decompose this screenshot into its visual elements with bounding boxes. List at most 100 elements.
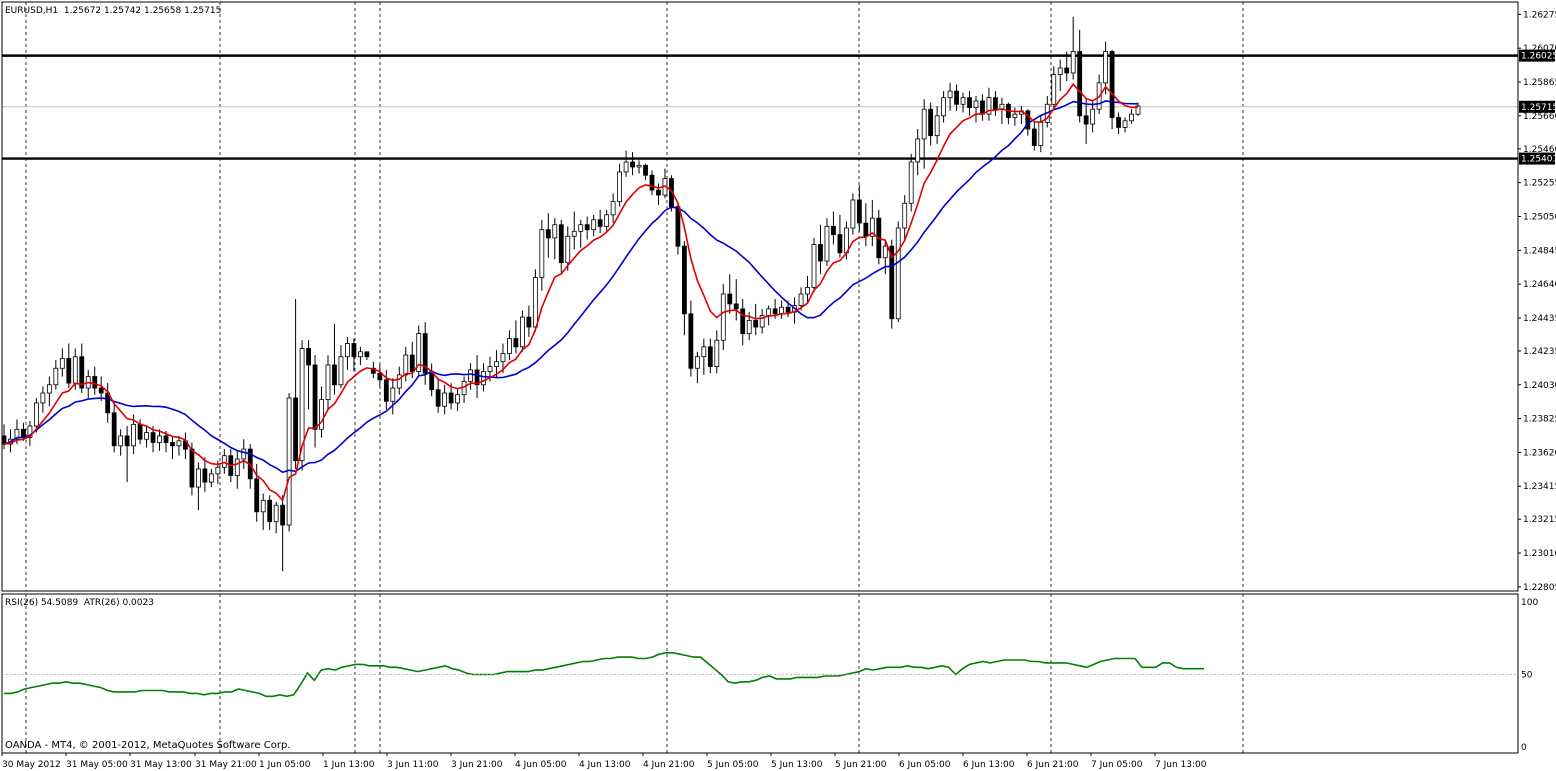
symbol-header: EURUSD,H1 1.25672 1.25742 1.25658 1.2571… <box>5 6 221 16</box>
candle-bear <box>740 308 746 335</box>
candle-bear <box>370 367 376 374</box>
level-price-tag-text: 1.25401 <box>1521 155 1556 165</box>
time-tick-label: 7 Jun 13:00 <box>1155 760 1207 770</box>
rsi-tick-label: 0 <box>1521 743 1527 753</box>
candle-bear <box>66 357 72 384</box>
candle-bear <box>1109 51 1115 118</box>
price-tick-label: 1.24435 <box>1523 314 1556 324</box>
candle-bull <box>571 230 577 237</box>
candle-bear <box>150 432 156 443</box>
time-tick-label: 1 Jun 05:00 <box>259 760 311 770</box>
candle-bull <box>591 219 597 231</box>
time-axis: 30 May 2012 31 May 05:00 31 May 13:00 31 Ma… <box>1 753 1207 770</box>
candle-bear <box>1083 115 1089 125</box>
candle-bear <box>967 97 972 108</box>
candle-bull <box>986 97 992 115</box>
candle-bear <box>111 412 117 447</box>
candle-bear <box>92 376 98 389</box>
time-tick-label: 3 Jun 21:00 <box>451 760 503 770</box>
rsi-axis: 100 50 0 <box>2 598 1538 753</box>
price-tick-label: 1.25255 <box>1523 179 1556 189</box>
candle-bull <box>59 357 65 369</box>
price-tick-label: 1.24235 <box>1523 347 1556 357</box>
candle-bull <box>1090 108 1096 125</box>
candle-bull <box>481 371 486 386</box>
candle-bear <box>332 364 337 386</box>
candle-bull <box>357 351 363 358</box>
atr-readout: ATR(26) 0.0023 <box>83 598 154 608</box>
candle-bull <box>973 100 979 108</box>
candle-bear <box>137 423 143 440</box>
time-tick-label: 6 Jun 05:00 <box>899 760 951 770</box>
candle-bear <box>312 364 318 430</box>
candle-bear <box>733 303 739 310</box>
candle-bear <box>409 354 415 372</box>
candle-bear <box>785 306 791 313</box>
candle-bear <box>1025 110 1031 130</box>
level-price-tag <box>1519 49 1555 62</box>
candle-bull <box>396 374 402 389</box>
candle-bull <box>766 308 772 316</box>
bid-price-tag-text: 1.25715 <box>1521 103 1556 113</box>
candle-bear <box>526 316 532 328</box>
candle-bull <box>882 245 888 259</box>
slow-ma-line <box>3 100 1139 474</box>
chart-frame <box>1 1 1519 754</box>
candle-bull <box>195 468 201 488</box>
candle-bull <box>902 202 908 229</box>
candle-bear <box>267 499 273 523</box>
candle-bull <box>157 435 162 443</box>
candle-bull <box>46 384 52 394</box>
candle-bear <box>831 225 836 236</box>
price-tick-label: 1.24845 <box>1523 246 1556 256</box>
price-tick-label: 1.23010 <box>1523 549 1556 559</box>
candle-bear <box>170 442 175 447</box>
candle-bear <box>1116 117 1121 128</box>
candle-bear <box>643 164 648 176</box>
price-tick-label: 1.22805 <box>1523 583 1556 593</box>
candle-bear <box>727 293 733 305</box>
candle-bull <box>34 402 39 427</box>
time-tick-label: 6 Jun 21:00 <box>1027 760 1079 770</box>
price-panel-border <box>1 1 1519 592</box>
candle-bear <box>435 389 441 407</box>
candle-bear <box>558 224 564 264</box>
candle-bull <box>53 367 59 386</box>
candle-bear <box>656 189 661 196</box>
rsi-tick-label: 100 <box>1521 598 1538 608</box>
candle-bull <box>1129 113 1134 122</box>
candle-bull <box>623 161 629 173</box>
candle-bear <box>1077 51 1083 117</box>
candle-bull <box>895 227 901 320</box>
price-tick-label: 1.25865 <box>1523 78 1556 88</box>
candle-bear <box>1064 67 1070 74</box>
candle-bull <box>325 364 331 401</box>
candle-bear <box>707 346 713 368</box>
candle-bear <box>980 100 985 115</box>
candle-bear <box>630 161 635 168</box>
time-tick-label: 3 Jun 11:00 <box>387 760 439 770</box>
time-tick-label: 1 Jun 13:00 <box>323 760 375 770</box>
candle-bull <box>701 346 707 358</box>
time-tick-label: 5 Jun 21:00 <box>835 760 887 770</box>
candle-bull <box>960 97 966 105</box>
price-tick-label: 1.23215 <box>1523 515 1556 525</box>
price-tick-label: 1.24640 <box>1523 280 1556 290</box>
fast-ma-line <box>3 82 1139 502</box>
time-tick-label: 4 Jun 21:00 <box>643 760 695 770</box>
candle-bear <box>422 333 428 374</box>
candle-bull <box>215 466 221 475</box>
candle-bear <box>837 234 843 254</box>
candle-bear <box>474 369 480 386</box>
candle-bull <box>947 90 953 99</box>
candle-bear <box>383 379 389 402</box>
candle-bull <box>487 366 493 372</box>
price-tick-label: 1.25050 <box>1523 212 1556 222</box>
candle-bull <box>532 277 538 328</box>
time-tick-label: 4 Jun 05:00 <box>515 760 567 770</box>
candle-bull <box>720 293 726 341</box>
candle-bear <box>649 174 655 191</box>
time-tick-label: 31 May 13:00 <box>130 760 192 770</box>
candle-bear <box>364 351 370 358</box>
candle-bull <box>494 361 499 368</box>
